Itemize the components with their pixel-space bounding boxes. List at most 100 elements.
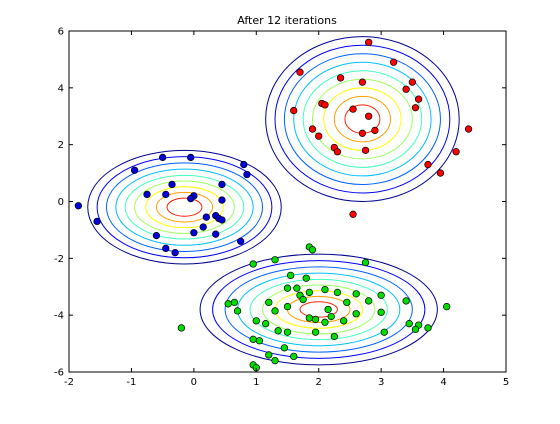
data-point (361, 258, 370, 267)
data-point (190, 229, 198, 237)
data-point (290, 352, 298, 361)
data-point (274, 327, 282, 335)
data-point (283, 284, 292, 292)
data-point (240, 160, 248, 169)
contour-ellipse (115, 168, 254, 246)
data-point (218, 196, 226, 204)
x-tick-label: 3 (378, 377, 384, 388)
data-point (365, 38, 373, 47)
data-point (296, 68, 304, 76)
data-point (280, 344, 289, 352)
data-point (162, 190, 170, 199)
data-point (361, 146, 370, 155)
contour-ellipse (145, 186, 224, 229)
data-point (187, 195, 195, 203)
y-tick-label: 4 (58, 83, 64, 94)
contour-ellipse (302, 70, 423, 168)
x-tick-label: -1 (126, 377, 136, 388)
data-point (436, 169, 445, 177)
data-point (377, 308, 385, 316)
contour-ellipse (311, 78, 413, 160)
contour-ellipse (237, 272, 401, 347)
x-tick-label: 5 (503, 377, 509, 388)
data-point (371, 126, 379, 135)
data-point (271, 256, 279, 264)
contour-ellipse (283, 53, 441, 185)
contour-ellipse (134, 180, 235, 234)
data-point (283, 302, 292, 311)
y-tick-label: -6 (54, 368, 64, 379)
y-tick-label: 0 (58, 197, 64, 208)
data-point (233, 307, 242, 315)
data-point (249, 335, 257, 343)
x-tick-label: 1 (253, 377, 259, 388)
data-point (336, 74, 345, 82)
data-point (340, 317, 348, 325)
data-point (237, 237, 245, 245)
data-point (311, 315, 320, 324)
data-point (162, 244, 170, 253)
contour-ellipse (333, 95, 392, 143)
data-point (424, 160, 432, 169)
data-point (349, 105, 357, 113)
y-tick-label: 6 (58, 27, 64, 38)
x-tick-label: 4 (440, 377, 446, 388)
data-point (311, 328, 320, 336)
contour-ellipse (87, 149, 282, 265)
data-point (321, 285, 329, 294)
chart-title: After 12 iterations (237, 14, 337, 27)
data-point (177, 324, 186, 332)
contour-ellipse (212, 260, 426, 359)
data-point (308, 125, 317, 133)
data-point (262, 320, 270, 328)
data-point (265, 298, 273, 307)
data-point (333, 148, 342, 156)
data-point (411, 104, 420, 112)
contour-ellipse (199, 253, 438, 366)
data-point (365, 112, 373, 120)
data-point (212, 230, 220, 238)
contour-ellipse (224, 266, 413, 353)
data-point (271, 356, 279, 365)
contour-ellipse (249, 278, 388, 341)
y-axis-ticks: -6 -4 -2 0 2 4 6 (54, 27, 506, 379)
data-point (224, 300, 232, 308)
x-tick-label: 0 (191, 377, 197, 388)
data-point (299, 295, 307, 304)
data-point (321, 318, 329, 326)
data-point (324, 305, 332, 314)
contour-ellipse (274, 44, 451, 194)
data-points (74, 38, 473, 372)
data-point (321, 101, 329, 109)
data-point (402, 85, 410, 93)
y-tick-label: 2 (58, 140, 64, 151)
data-point (243, 170, 251, 179)
data-point (352, 290, 360, 298)
data-point (333, 288, 342, 297)
data-point (402, 297, 410, 305)
data-point (255, 337, 264, 345)
data-point (202, 213, 210, 221)
data-point (283, 328, 292, 336)
contour-ellipse (124, 174, 245, 240)
data-point (408, 78, 417, 86)
data-point (305, 288, 314, 297)
data-point (358, 129, 367, 137)
contour-ellipse (166, 197, 203, 217)
data-point (305, 314, 314, 322)
data-point (327, 312, 335, 321)
data-point (252, 317, 260, 325)
data-point (286, 271, 295, 280)
contour-ellipse (299, 301, 338, 318)
x-tick-label: -2 (64, 377, 74, 388)
data-point (389, 58, 398, 66)
data-point (158, 153, 167, 162)
contour-ellipse (323, 87, 402, 151)
data-point (352, 310, 360, 318)
data-point (218, 180, 226, 189)
data-point (330, 332, 338, 341)
y-tick-label: -4 (54, 311, 64, 322)
data-point (405, 320, 413, 328)
data-point (171, 248, 179, 257)
